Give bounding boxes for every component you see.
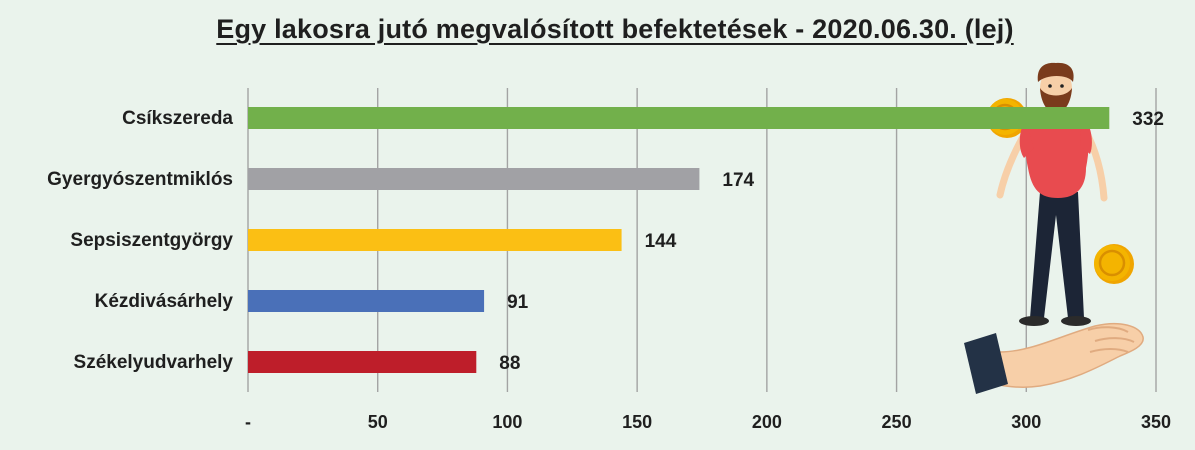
data-label: 88 <box>499 353 520 374</box>
category-label: Székelyudvarhely <box>74 352 234 373</box>
bar <box>248 168 700 190</box>
bar <box>248 107 1110 129</box>
category-label: Gyergyószentmiklós <box>47 169 233 190</box>
x-tick-label: 100 <box>492 412 522 432</box>
open-hand-icon <box>964 322 1144 394</box>
data-label: 174 <box>722 170 754 191</box>
x-tick-label: 150 <box>622 412 652 432</box>
x-tick-label: 50 <box>368 412 388 432</box>
category-label: Kézdivásárhely <box>95 291 234 312</box>
x-tick-label: - <box>245 412 251 432</box>
category-label: Sepsiszentgyörgy <box>70 230 233 251</box>
bar <box>248 229 622 251</box>
man-icon <box>996 62 1108 326</box>
x-tick-label: 300 <box>1011 412 1041 432</box>
bars: Csíkszereda 332 Gyergyószentmiklós 174 Sepsi… <box>47 107 1164 374</box>
gold-coin-icon <box>1094 244 1134 284</box>
bar <box>248 290 485 312</box>
grid-lines: - 50 100 150 200 250 300 350 <box>245 88 1171 432</box>
category-label: Csíkszereda <box>122 108 233 129</box>
x-tick-label: 350 <box>1141 412 1171 432</box>
data-label: 144 <box>645 231 677 252</box>
x-tick-label: 250 <box>882 412 912 432</box>
x-tick-label: 200 <box>752 412 782 432</box>
chart-title: Egy lakosra jutó megvalósított befekteté… <box>216 14 1014 44</box>
bar <box>248 351 477 373</box>
data-label: 91 <box>507 292 529 313</box>
data-label: 332 <box>1132 109 1164 130</box>
